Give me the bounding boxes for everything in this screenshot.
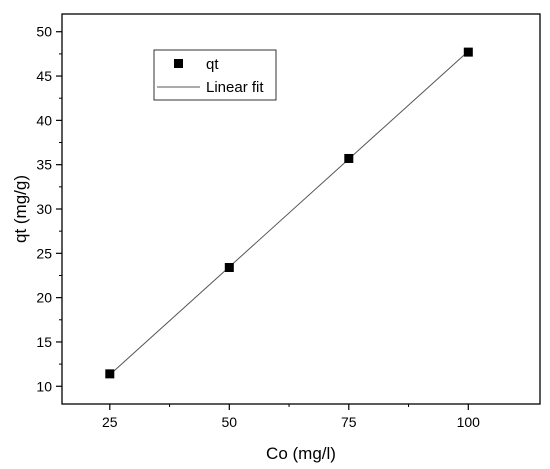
y-tick-label: 10 [36, 378, 52, 394]
x-tick-label: 100 [457, 414, 481, 430]
y-tick-label: 45 [36, 68, 52, 84]
x-tick-label: 25 [102, 414, 118, 430]
y-tick-label: 30 [36, 201, 52, 217]
y-tick-label: 35 [36, 157, 52, 173]
fit-layer [109, 50, 469, 376]
legend: qt Linear fit [153, 49, 277, 101]
y-tick-label: 20 [36, 290, 52, 306]
legend-box [153, 49, 277, 101]
data-point [105, 369, 115, 379]
x-axis-title: Co (mg/l) [266, 444, 336, 463]
y-tick-label: 15 [36, 334, 52, 350]
y-tick-label: 50 [36, 24, 52, 40]
y-axis-ticks: 10 15 20 25 30 35 40 45 50 [36, 24, 62, 394]
plot-frame [61, 13, 541, 405]
legend-label-qt: qt [206, 56, 219, 73]
y-tick-label: 25 [36, 245, 52, 261]
x-tick-label: 75 [341, 414, 357, 430]
y-axis-title: qt (mg/g) [11, 175, 30, 243]
legend-label-linear-fit: Linear fit [206, 79, 264, 96]
data-point [224, 263, 234, 272]
y-tick-label: 40 [36, 112, 52, 128]
x-axis-ticks: 25 50 75 100 [102, 404, 480, 430]
points-layer [105, 47, 473, 379]
x-tick-label: 50 [222, 414, 238, 430]
linear-fit-line [109, 50, 469, 376]
data-point [344, 153, 354, 163]
legend-marker-qt [174, 59, 183, 68]
data-point [463, 47, 473, 57]
